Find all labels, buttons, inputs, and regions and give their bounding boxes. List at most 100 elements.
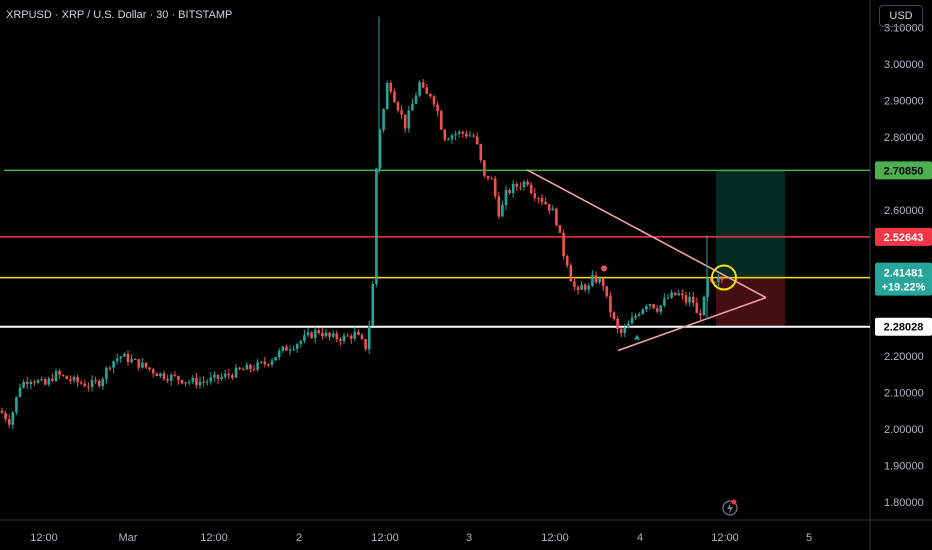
candle-body: [90, 380, 94, 387]
candle-body: [115, 358, 119, 362]
candle-body: [544, 201, 547, 205]
candle-body: [270, 360, 274, 365]
candle-body: [317, 330, 321, 333]
candle-body: [169, 374, 173, 381]
currency-button[interactable]: USD: [879, 5, 923, 27]
candle-body: [4, 413, 7, 420]
candle-body: [7, 419, 11, 425]
candle-body: [623, 327, 627, 333]
candle-body: [519, 186, 522, 188]
candle-body: [569, 265, 573, 282]
price-level-badge-label: 2.52643: [884, 232, 924, 244]
candle-body: [403, 114, 407, 129]
candle-body: [126, 353, 130, 363]
triangle-lower-line: [617, 296, 767, 352]
candle-body: [551, 208, 555, 211]
candle-body: [630, 317, 634, 324]
candle-body: [151, 369, 155, 374]
candle-body: [670, 292, 673, 298]
y-tick-label: 2.90000: [884, 96, 924, 108]
candle-body: [717, 278, 720, 282]
candle-body: [97, 380, 101, 387]
red-dot-marker: [601, 265, 607, 272]
price-level-badge: [875, 227, 932, 246]
candle-body: [486, 175, 490, 179]
candle-body: [256, 362, 259, 370]
candle-body: [688, 296, 691, 303]
candle-body: [418, 82, 421, 96]
candle-body: [414, 95, 418, 104]
candle-body: [259, 361, 263, 363]
candle-body: [339, 339, 342, 342]
candle-body: [609, 296, 612, 313]
candle-body: [0, 410, 4, 414]
candle-body: [515, 183, 519, 187]
candle-body: [601, 278, 605, 287]
candle-body: [465, 133, 468, 137]
candle-body: [443, 129, 447, 140]
candle-body: [288, 349, 292, 351]
candle-body: [130, 358, 133, 363]
candle-body: [357, 331, 360, 335]
candle-body: [231, 375, 234, 378]
candle-body: [335, 333, 339, 340]
candle-body: [529, 184, 533, 194]
y-tick-label: 2.60000: [884, 205, 924, 217]
candle-body: [299, 340, 303, 345]
candle-body: [720, 278, 724, 280]
candle-body: [245, 364, 249, 370]
candle-body: [522, 181, 526, 188]
candle-body: [29, 381, 33, 385]
candle-body: [587, 285, 591, 290]
candle-body: [346, 335, 349, 337]
candle-body: [573, 281, 576, 287]
candle-body: [51, 378, 54, 381]
candle-body: [72, 377, 76, 381]
candle-body: [61, 374, 65, 376]
candle-body: [43, 379, 47, 385]
candle-body: [177, 375, 180, 381]
candle-body: [123, 353, 126, 357]
candle-body: [490, 178, 493, 180]
candle-body: [216, 374, 220, 379]
candle-body: [526, 181, 529, 185]
candle-body: [54, 371, 58, 381]
candle-body: [295, 344, 299, 349]
candle-body: [198, 381, 202, 386]
candle-body: [209, 377, 213, 382]
candle-body: [220, 376, 223, 379]
candle-body: [547, 204, 551, 211]
candle-body: [11, 412, 15, 425]
candle-body: [292, 348, 295, 350]
candle-body: [331, 333, 335, 337]
candle-body: [274, 357, 277, 361]
candle-body: [371, 284, 375, 327]
candle-body: [25, 382, 29, 385]
candle-body: [454, 133, 457, 136]
candle-body: [15, 396, 18, 413]
candle-body: [47, 378, 51, 385]
current-price-change: +19.22%: [882, 282, 926, 294]
candle-body: [421, 82, 425, 88]
candle-body: [393, 91, 396, 103]
candle-body: [432, 96, 436, 105]
candle-body: [277, 350, 281, 358]
candle-body: [234, 367, 238, 378]
candle-body: [162, 373, 166, 379]
candle-body: [36, 380, 40, 383]
y-tick-label: 2.00000: [884, 424, 924, 436]
candle-body: [18, 387, 22, 397]
candle-body: [382, 109, 385, 130]
candle-body: [634, 315, 637, 318]
lightning-icon: [722, 499, 738, 516]
candle-body: [324, 332, 328, 337]
candle-body: [141, 362, 144, 368]
candle-body: [483, 160, 486, 176]
candle-body: [619, 329, 623, 333]
candle-body: [33, 381, 36, 383]
candle-body: [65, 375, 69, 380]
candle-body: [249, 364, 252, 370]
candle-body: [389, 82, 393, 92]
